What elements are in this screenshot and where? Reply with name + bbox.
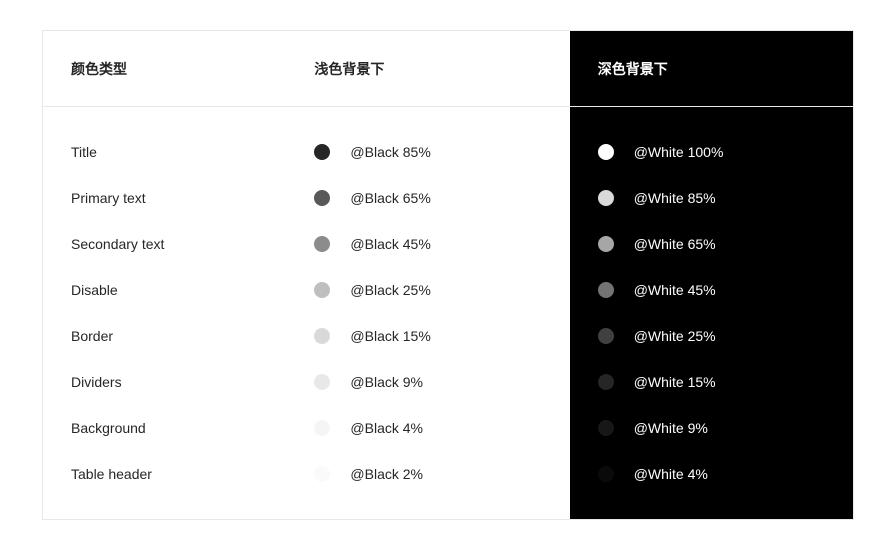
header-light: 浅色背景下 bbox=[286, 31, 569, 106]
dark-cell: @White 9% bbox=[570, 405, 853, 451]
dark-cell: @White 25% bbox=[570, 313, 853, 359]
light-cell: @Black 4% bbox=[286, 405, 569, 451]
color-swatch-icon bbox=[314, 190, 330, 206]
type-cell: Title bbox=[43, 129, 286, 175]
light-label: @Black 2% bbox=[350, 466, 423, 482]
light-label: @Black 85% bbox=[350, 144, 430, 160]
color-swatch-icon bbox=[314, 420, 330, 436]
color-swatch-icon bbox=[598, 466, 614, 482]
type-label: Border bbox=[71, 328, 113, 344]
dark-label: @White 65% bbox=[634, 236, 716, 252]
type-cell: Background bbox=[43, 405, 286, 451]
dark-cell: @White 4% bbox=[570, 451, 853, 497]
type-label: Table header bbox=[71, 466, 152, 482]
light-label: @Black 9% bbox=[350, 374, 423, 390]
light-cell: @Black 45% bbox=[286, 221, 569, 267]
type-cell: Border bbox=[43, 313, 286, 359]
color-swatch-icon bbox=[314, 374, 330, 390]
dark-cell: @White 65% bbox=[570, 221, 853, 267]
color-swatch-icon bbox=[598, 282, 614, 298]
dark-label: @White 15% bbox=[634, 374, 716, 390]
light-label: @Black 65% bbox=[350, 190, 430, 206]
type-label: Title bbox=[71, 144, 97, 160]
type-cell: Secondary text bbox=[43, 221, 286, 267]
dark-label: @White 100% bbox=[634, 144, 724, 160]
color-swatch-icon bbox=[598, 328, 614, 344]
dark-cell: @White 100% bbox=[570, 129, 853, 175]
type-label: Secondary text bbox=[71, 236, 164, 252]
type-label: Primary text bbox=[71, 190, 146, 206]
type-cell: Primary text bbox=[43, 175, 286, 221]
dark-cell: @White 15% bbox=[570, 359, 853, 405]
table-body: Title Primary text Secondary text Disable Bo… bbox=[43, 107, 853, 519]
color-swatch-icon bbox=[314, 236, 330, 252]
header-type: 颜色类型 bbox=[43, 31, 286, 106]
color-swatch-icon bbox=[314, 328, 330, 344]
light-cell: @Black 2% bbox=[286, 451, 569, 497]
light-cell: @Black 85% bbox=[286, 129, 569, 175]
color-swatch-icon bbox=[314, 282, 330, 298]
color-swatch-icon bbox=[314, 466, 330, 482]
light-label: @Black 15% bbox=[350, 328, 430, 344]
type-cell: Table header bbox=[43, 451, 286, 497]
color-swatch-icon bbox=[598, 190, 614, 206]
light-cell: @Black 25% bbox=[286, 267, 569, 313]
light-cell: @Black 65% bbox=[286, 175, 569, 221]
color-swatch-icon bbox=[598, 236, 614, 252]
type-column: Title Primary text Secondary text Disable Bo… bbox=[43, 107, 286, 519]
dark-cell: @White 85% bbox=[570, 175, 853, 221]
light-label: @Black 25% bbox=[350, 282, 430, 298]
type-cell: Disable bbox=[43, 267, 286, 313]
color-table: 颜色类型 浅色背景下 深色背景下 Title Primary text Second… bbox=[42, 30, 854, 520]
color-swatch-icon bbox=[314, 144, 330, 160]
type-label: Dividers bbox=[71, 374, 122, 390]
type-label: Background bbox=[71, 420, 146, 436]
header-dark: 深色背景下 bbox=[570, 31, 853, 106]
dark-label: @White 4% bbox=[634, 466, 708, 482]
light-cell: @Black 9% bbox=[286, 359, 569, 405]
color-swatch-icon bbox=[598, 420, 614, 436]
light-column: @Black 85% @Black 65% @Black 45% @Black 25%… bbox=[286, 107, 569, 519]
light-label: @Black 4% bbox=[350, 420, 423, 436]
dark-label: @White 25% bbox=[634, 328, 716, 344]
dark-label: @White 45% bbox=[634, 282, 716, 298]
table-header-row: 颜色类型 浅色背景下 深色背景下 bbox=[43, 31, 853, 107]
light-cell: @Black 15% bbox=[286, 313, 569, 359]
dark-column: @White 100% @White 85% @White 65% @White 45… bbox=[570, 107, 853, 519]
color-swatch-icon bbox=[598, 144, 614, 160]
dark-cell: @White 45% bbox=[570, 267, 853, 313]
dark-label: @White 85% bbox=[634, 190, 716, 206]
type-label: Disable bbox=[71, 282, 118, 298]
color-swatch-icon bbox=[598, 374, 614, 390]
dark-label: @White 9% bbox=[634, 420, 708, 436]
light-label: @Black 45% bbox=[350, 236, 430, 252]
type-cell: Dividers bbox=[43, 359, 286, 405]
